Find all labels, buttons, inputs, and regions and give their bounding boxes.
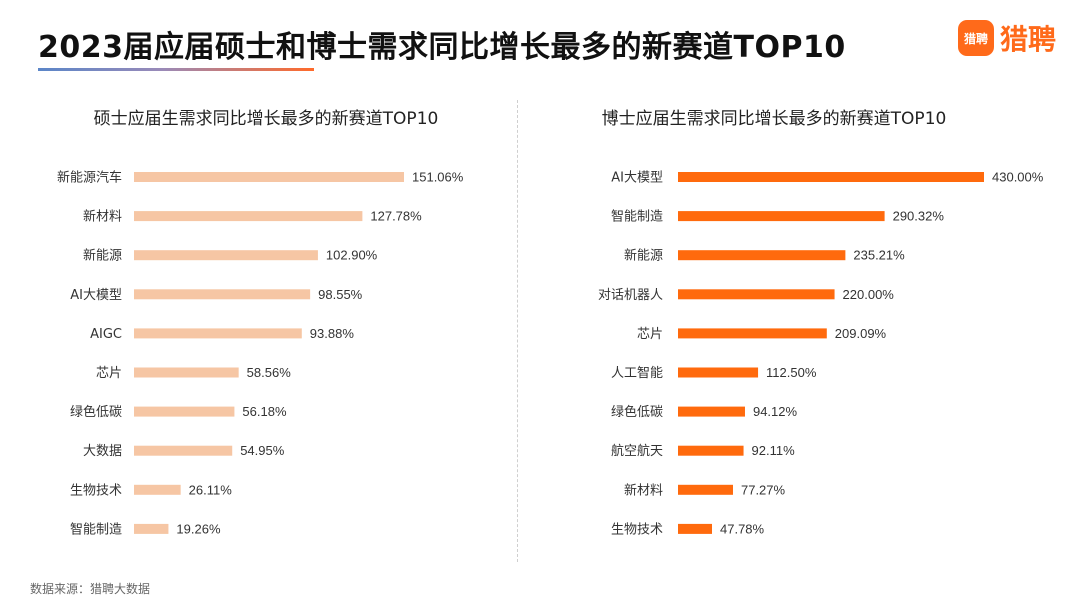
category-label: AI大模型 [70,288,122,303]
category-label: 绿色低碳 [611,404,663,420]
bar [134,484,181,495]
brand-logo: 猎聘 猎聘 [958,20,1056,56]
value-label: 127.78% [370,209,422,224]
category-label: 生物技术 [70,483,122,498]
category-label: 新能源 [624,248,663,264]
bar [678,328,827,339]
category-label: 芯片 [96,366,122,381]
value-label: 102.90% [326,248,378,263]
bar [678,172,984,182]
title-underline [38,68,314,71]
bar [678,367,759,378]
value-label: 94.12% [753,404,798,419]
page-title: 2023届应届硕士和博士需求同比增长最多的新赛道TOP10 [38,30,846,65]
value-label: 151.06% [412,170,464,185]
category-label: 新能源汽车 [57,170,122,186]
category-label: 新能源 [83,248,122,264]
value-label: 112.50% [766,365,817,380]
bar [134,445,233,456]
value-label: 235.21% [853,248,905,263]
left-chart-title: 硕士应届生需求同比增长最多的新赛道TOP10 [93,109,439,129]
category-label: 新材料 [83,209,122,225]
category-label: 芯片 [637,327,663,342]
bar [134,211,363,222]
right-chart-title: 博士应届生需求同比增长最多的新赛道TOP10 [601,109,947,129]
data-source-note: 数据来源：猎聘大数据 [30,582,151,596]
category-label: 大数据 [83,444,122,459]
value-label: 290.32% [893,209,945,224]
category-label: 智能制造 [611,210,663,225]
bar [678,211,885,222]
bar [134,328,302,339]
value-label: 209.09% [835,326,887,341]
bar [678,445,744,456]
category-label: 新材料 [624,482,663,498]
panel-divider [517,100,518,562]
bar [134,367,239,378]
bar [678,523,713,534]
value-label: 77.27% [741,482,786,497]
bar [134,523,169,534]
value-label: 47.78% [720,521,765,536]
bar [678,406,745,417]
bar [678,484,733,495]
value-label: 19.26% [176,521,221,536]
category-label: 生物技术 [611,522,663,537]
bar [134,406,235,417]
value-label: 98.55% [318,287,363,302]
value-label: 56.18% [242,404,287,419]
category-label: 航空航天 [611,443,663,459]
value-label: 54.95% [240,443,285,458]
value-label: 220.00% [843,287,895,302]
bar [134,289,311,300]
bar [678,250,846,261]
category-label: 人工智能 [611,366,663,381]
value-label: 93.88% [310,326,355,341]
category-label: 对话机器人 [598,288,663,303]
category-label: AIGC [90,327,122,342]
bar [134,250,318,261]
left-bar-chart: 新能源汽车 151.06% 新材料 127.78% 新能源 102.90% AI大模型 98.… [57,170,464,538]
value-label: 92.11% [752,443,796,458]
value-label: 58.56% [247,365,292,380]
right-bar-chart: AI大模型 430.00% 智能制造 290.32% 新能源 235.21% 对话机器人 22… [598,170,1044,538]
value-label: 26.11% [189,482,233,497]
brand-name: 猎聘 [1000,23,1057,56]
category-label: AI大模型 [611,171,663,186]
brand-mark-icon: 猎聘 [958,20,994,56]
bar [678,289,835,300]
category-label: 智能制造 [70,522,122,537]
value-label: 430.00% [992,170,1044,185]
category-label: 绿色低碳 [70,404,122,420]
bar [134,172,404,182]
